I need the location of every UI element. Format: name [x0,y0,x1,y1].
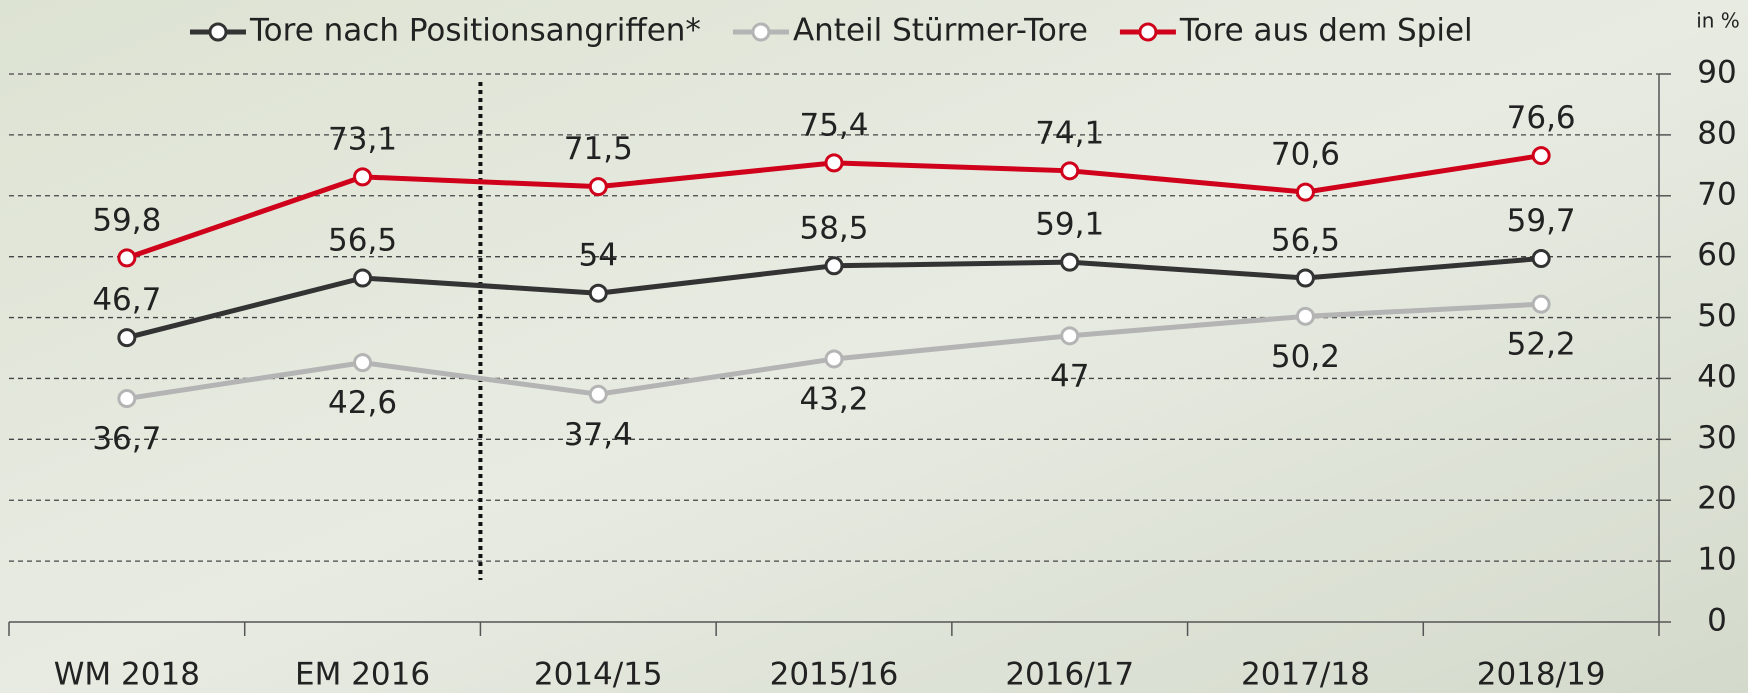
value-label: 56,5 [1271,222,1340,258]
value-label: 58,5 [799,210,868,246]
value-label: 43,2 [799,381,868,417]
unit-label: in % [1696,9,1740,33]
legend-label: Tore aus dem Spiel [1179,13,1473,49]
value-label: 46,7 [92,282,161,318]
y-tick-label: 40 [1697,359,1736,395]
legend-marker [753,24,769,40]
marker [119,391,135,407]
y-tick-label: 80 [1697,115,1736,151]
marker [826,155,842,171]
chart: in % 0 10 20 30 40 50 60 70 80 90 WM 2018 EM 2016 20… [0,0,1748,693]
legend-label: Anteil Stürmer-Tore [793,13,1088,49]
marker [119,250,135,266]
background [0,0,1748,693]
marker [1533,250,1549,266]
x-tick-label: 2015/16 [770,657,899,693]
value-label: 50,2 [1271,339,1340,375]
y-tick-label: 50 [1697,298,1736,334]
marker [1533,148,1549,164]
marker [355,169,371,185]
marker [590,285,606,301]
value-label: 47 [1050,358,1089,394]
value-label: 70,6 [1271,137,1340,173]
value-label: 75,4 [799,107,868,143]
y-tick-label: 60 [1697,237,1736,273]
y-tick-label: 90 [1697,55,1736,91]
value-label: 71,5 [564,131,633,167]
value-label: 52,2 [1507,327,1576,363]
value-label: 42,6 [328,385,397,421]
marker [1062,254,1078,270]
value-label: 76,6 [1507,100,1576,136]
marker [1062,163,1078,179]
x-tick-label: EM 2016 [295,657,430,693]
value-label: 59,1 [1035,207,1104,243]
value-label: 36,7 [92,421,161,457]
x-tick-label: 2018/19 [1477,657,1606,693]
marker [590,179,606,195]
marker [1297,270,1313,286]
value-label: 73,1 [328,121,397,157]
marker [826,351,842,367]
marker [590,386,606,402]
value-label: 74,1 [1035,115,1104,151]
x-tick-label: WM 2018 [54,657,200,693]
marker [1297,184,1313,200]
legend-label: Tore nach Positionsangriffen* [249,13,701,49]
value-label: 54 [579,238,618,274]
value-label: 37,4 [564,417,633,453]
x-tick-label: 2014/15 [534,657,663,693]
y-tick-label: 10 [1697,542,1736,578]
y-tick-label: 70 [1697,176,1736,212]
y-tick-label: 20 [1697,481,1736,517]
legend-marker [1140,24,1156,40]
marker [119,330,135,346]
marker [1062,328,1078,344]
marker [1297,308,1313,324]
x-tick-label: 2017/18 [1241,657,1370,693]
y-tick-label: 30 [1697,420,1736,456]
value-label: 56,5 [328,222,397,258]
y-tick-label: 0 [1707,603,1727,639]
marker [355,355,371,371]
legend-marker [210,24,226,40]
marker [1533,296,1549,312]
value-label: 59,7 [1507,203,1576,239]
x-tick-label: 2016/17 [1005,657,1134,693]
value-label: 59,8 [92,202,161,238]
marker [355,270,371,286]
marker [826,258,842,274]
